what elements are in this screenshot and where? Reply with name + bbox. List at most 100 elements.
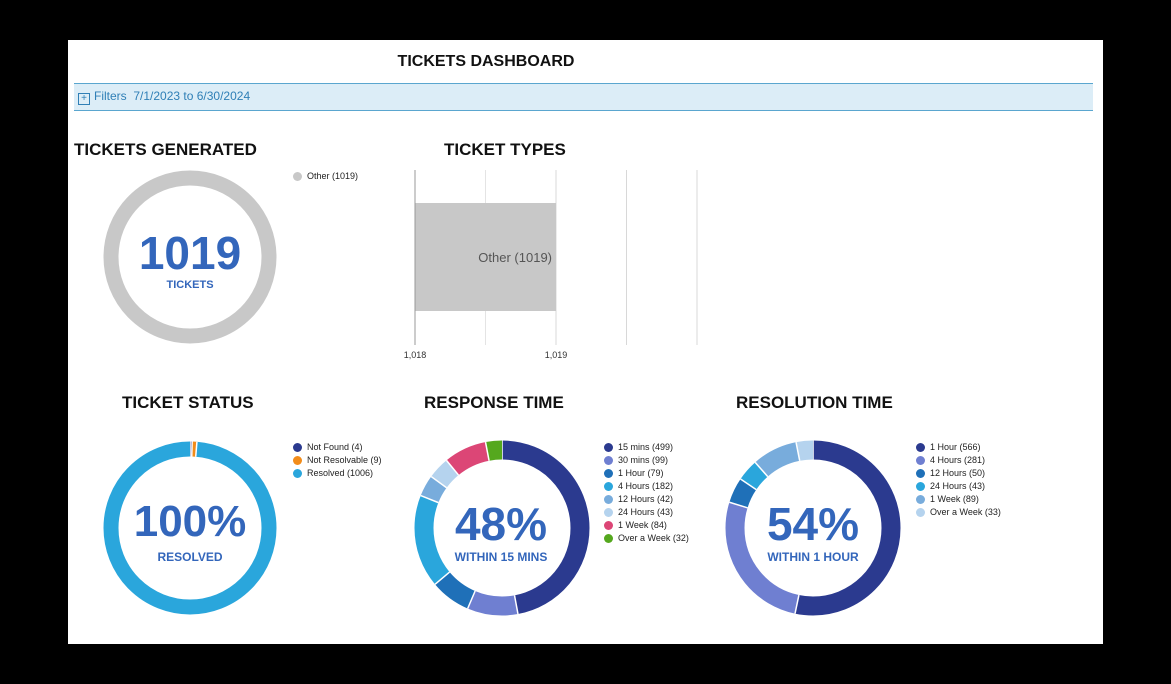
legend-label: 1 Hour (566) xyxy=(930,442,981,452)
filters-toggle[interactable]: + Filters 7/1/2023 to 6/30/2024 xyxy=(78,89,250,105)
response-time-value: 48% xyxy=(454,498,548,550)
resolution-time-value: 54% xyxy=(766,498,860,550)
legend-label: 30 mins (99) xyxy=(618,455,669,465)
ticket-types-title: TICKET TYPES xyxy=(444,140,566,159)
legend-swatch xyxy=(604,521,613,530)
legend-swatch xyxy=(916,508,925,517)
response-time-separator xyxy=(484,441,490,461)
resolution-time-legend-item[interactable]: 1 Week (89) xyxy=(916,492,1026,505)
response-time-legend-item[interactable]: 12 Hours (42) xyxy=(604,492,714,505)
x-tick-label: 1,019 xyxy=(545,350,568,360)
ticket-types-bar-chart: Other (1019) 1,018 1,019 xyxy=(404,170,698,360)
resolution-time-legend-item[interactable]: 1 Hour (566) xyxy=(916,440,1026,453)
legend-label: 1 Week (84) xyxy=(618,520,667,530)
response-time-legend-item[interactable]: 1 Hour (79) xyxy=(604,466,714,479)
expand-plus-icon[interactable]: + xyxy=(78,93,90,105)
resolution-time-slice[interactable] xyxy=(725,440,901,616)
response-time-legend: 15 mins (499) 30 mins (99) 1 Hour (79) 4 Ho… xyxy=(604,440,714,544)
resolution-time-separator xyxy=(740,478,757,491)
resolution-time-legend-item[interactable]: Over a Week (33) xyxy=(916,505,1026,518)
legend-swatch xyxy=(293,456,302,465)
ticket-status-legend: Not Found (4) Not Resolvable (9) Resolved … xyxy=(293,440,383,479)
legend-swatch xyxy=(916,495,925,504)
resolution-time-separator xyxy=(794,594,800,614)
ticket-status-title: TICKET STATUS xyxy=(122,393,254,412)
resolution-time-caption: WITHIN 1 HOUR xyxy=(767,550,859,564)
resolution-time-legend: 1 Hour (566) 4 Hours (281) 12 Hours (50) 24… xyxy=(916,440,1026,518)
legend-swatch xyxy=(916,443,925,452)
legend-label: 1 Hour (79) xyxy=(618,468,664,478)
resolution-time-separator xyxy=(795,442,801,461)
resolution-time-legend-item[interactable]: 24 Hours (43) xyxy=(916,479,1026,492)
legend-label: 4 Hours (182) xyxy=(618,481,674,491)
ticket-status-legend-item[interactable]: Not Resolvable (9) xyxy=(293,453,383,466)
legend-label: 24 Hours (43) xyxy=(930,481,986,491)
response-time-title: RESPONSE TIME xyxy=(424,393,564,412)
response-time-legend-item[interactable]: 4 Hours (182) xyxy=(604,479,714,492)
response-time-slice[interactable] xyxy=(414,440,590,616)
legend-label: 4 Hours (281) xyxy=(930,455,986,465)
response-time-slice[interactable] xyxy=(414,440,590,616)
response-time-separator xyxy=(434,571,451,585)
dashboard-panel: TICKETS DASHBOARD + Filters 7/1/2023 to 6… xyxy=(68,40,1103,644)
legend-label: Not Found (4) xyxy=(307,442,363,452)
legend-label: 24 Hours (43) xyxy=(618,507,674,517)
tickets-generated-title: TICKETS GENERATED xyxy=(74,140,257,159)
response-time-separator xyxy=(445,459,460,476)
legend-swatch xyxy=(916,456,925,465)
legend-swatch xyxy=(604,495,613,504)
tickets-generated-value: 1019 xyxy=(138,227,242,279)
response-time-legend-item[interactable]: 30 mins (99) xyxy=(604,453,714,466)
ticket-status-separator xyxy=(194,441,198,457)
resolution-time-legend-item[interactable]: 4 Hours (281) xyxy=(916,453,1026,466)
legend-swatch xyxy=(916,482,925,491)
response-time-legend-item[interactable]: Over a Week (32) xyxy=(604,531,714,544)
legend-label: Over a Week (32) xyxy=(618,533,689,543)
resolution-time-legend-item[interactable]: 12 Hours (50) xyxy=(916,466,1026,479)
legend-label: Not Resolvable (9) xyxy=(307,455,382,465)
legend-swatch xyxy=(604,534,613,543)
tickets-generated-legend: Other (1019) xyxy=(293,169,383,182)
legend-label: Other (1019) xyxy=(307,171,359,181)
legend-swatch xyxy=(916,469,925,478)
ticket-status-legend-item[interactable]: Not Found (4) xyxy=(293,440,383,453)
resolution-time-separator xyxy=(754,461,769,478)
resolution-time-slice[interactable] xyxy=(725,440,901,616)
response-time-separator xyxy=(420,494,439,504)
tickets-generated-donut xyxy=(103,170,277,344)
ticket-status-donut xyxy=(103,441,277,615)
legend-swatch xyxy=(604,443,613,452)
tickets-generated-legend-item[interactable]: Other (1019) xyxy=(293,169,383,182)
resolution-time-separator xyxy=(729,501,748,509)
ticket-types-bar-label: Other (1019) xyxy=(478,250,552,265)
resolution-time-donut xyxy=(725,440,901,616)
response-time-separator xyxy=(513,595,519,615)
ticket-status-legend-item[interactable]: Resolved (1006) xyxy=(293,466,383,479)
response-time-caption: WITHIN 15 MINS xyxy=(454,550,548,564)
legend-label: Resolved (1006) xyxy=(307,468,374,478)
response-time-separator xyxy=(430,475,448,489)
resolution-time-title: RESOLUTION TIME xyxy=(736,393,893,412)
legend-label: 12 Hours (42) xyxy=(618,494,674,504)
legend-label: 15 mins (499) xyxy=(618,442,674,452)
ticket-status-caption: RESOLVED xyxy=(157,550,223,564)
legend-swatch xyxy=(604,469,613,478)
ticket-types-bar[interactable] xyxy=(415,203,556,311)
legend-label: Over a Week (33) xyxy=(930,507,1001,517)
response-time-legend-item[interactable]: 24 Hours (43) xyxy=(604,505,714,518)
legend-swatch xyxy=(293,443,302,452)
response-time-legend-item[interactable]: 15 mins (499) xyxy=(604,440,714,453)
ticket-status-slice[interactable] xyxy=(103,441,277,615)
page-title: TICKETS DASHBOARD xyxy=(397,53,575,70)
legend-swatch xyxy=(293,172,302,181)
tickets-generated-slice[interactable] xyxy=(103,170,277,344)
filters-label: Filters xyxy=(94,89,127,103)
response-time-legend-item[interactable]: 1 Week (84) xyxy=(604,518,714,531)
legend-swatch xyxy=(293,469,302,478)
response-time-separator xyxy=(466,590,476,609)
legend-swatch xyxy=(604,456,613,465)
legend-swatch xyxy=(604,508,613,517)
legend-label: 1 Week (89) xyxy=(930,494,979,504)
response-time-slice[interactable] xyxy=(414,440,590,616)
x-tick-label: 1,018 xyxy=(404,350,427,360)
